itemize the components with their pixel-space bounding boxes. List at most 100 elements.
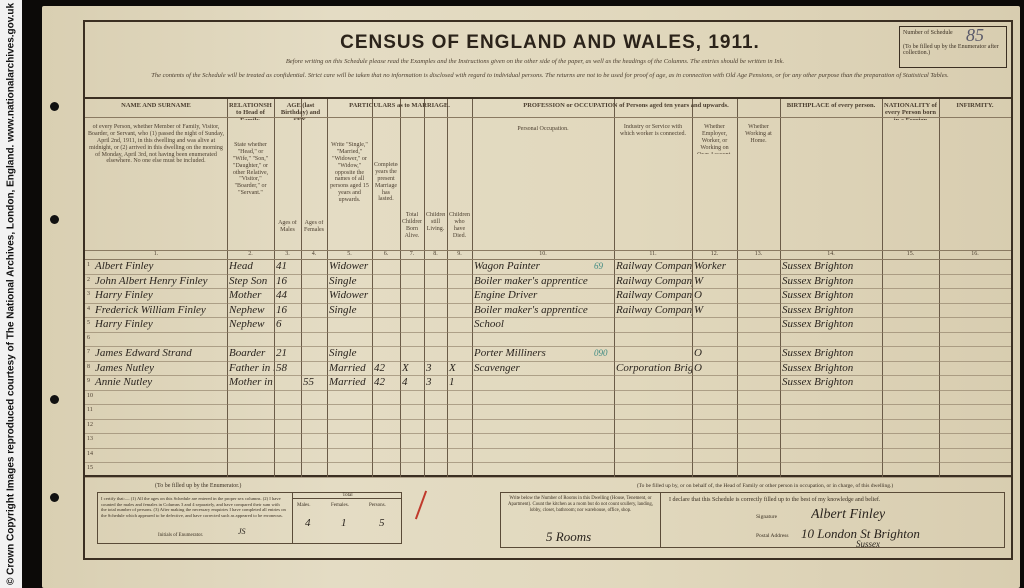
row-number: 11 — [87, 407, 93, 413]
column-number: 10. — [539, 251, 547, 257]
row-rule — [85, 250, 1011, 251]
punch-hole — [50, 215, 59, 224]
column-number: 1. — [153, 251, 159, 257]
cell-status: Widower — [329, 289, 369, 301]
cell-name: James Nutley — [95, 361, 154, 374]
row-number: 1 — [87, 262, 90, 268]
cell-occ: Porter Milliners — [474, 347, 546, 359]
cell-died: 1 — [449, 376, 455, 388]
enumerator-heading: (To be filled up by the Enumerator.) — [155, 483, 242, 489]
cell-status: Single — [329, 347, 357, 359]
row-rule — [85, 462, 1011, 463]
postal-address: 10 London St Brighton — [801, 526, 920, 541]
column-header-employer: Whether Employer, Worker, or Working on … — [697, 124, 732, 154]
cell-name: Harry Finley — [95, 289, 153, 301]
row-rule — [85, 346, 1011, 347]
total-label: Total — [293, 493, 402, 499]
cell-m: 6 — [276, 318, 282, 330]
cell-birth: Sussex Brighton — [782, 260, 854, 272]
initials-label: Initials of Enumerator. — [158, 533, 204, 538]
column-header-name: NAME AND SURNAME — [121, 102, 191, 109]
cell-name: Harry Finley — [95, 318, 153, 330]
cell-emp: Worker — [694, 260, 726, 272]
cell-name: Albert Finley — [95, 260, 154, 272]
column-header-age-females: Ages of Females — [304, 220, 324, 233]
postal-address-county: Sussex — [856, 539, 880, 549]
cell-m: 16 — [276, 303, 287, 316]
signature: Albert Finley — [811, 507, 886, 522]
red-check-mark — [414, 490, 428, 520]
column-number: 3. — [285, 251, 290, 257]
page-title: CENSUS OF ENGLAND AND WALES, 1911. — [340, 32, 760, 53]
cell-yrs: 42 — [374, 376, 385, 388]
cell-rel: Step Son — [229, 274, 268, 287]
column-header-age: AGE (last Birthday) and SEX. — [280, 102, 321, 120]
females-label: Females. — [331, 503, 349, 508]
column-header-industry: Industry or Service with which worker is… — [620, 124, 686, 137]
cell-birth: Sussex Brighton — [782, 318, 854, 330]
column-number: 11. — [649, 251, 657, 257]
total-persons: 5 — [379, 517, 385, 529]
row-number: 2 — [87, 276, 90, 283]
row-rule — [85, 331, 1011, 333]
occupation-code: 69 — [594, 261, 603, 271]
cell-occ: School — [474, 318, 504, 330]
column-header-died: Children who have Died. — [449, 212, 470, 239]
row-number: 6 — [87, 334, 90, 341]
cell-emp: O — [694, 347, 702, 359]
signature-label: Signature — [756, 514, 778, 520]
cell-status: Widower — [329, 260, 369, 272]
column-header-occupation: PROFESSION or OCCUPATION of Persons aged… — [523, 102, 729, 109]
schedule-note: (To be filled up by the Enumerator after… — [903, 44, 999, 56]
column-number: 7. — [409, 251, 415, 257]
cell-occ: Wagon Painter — [474, 260, 540, 272]
column-number: 6. — [383, 251, 389, 257]
row-rule — [85, 404, 1011, 405]
column-header-age-males: Ages of Males — [278, 220, 297, 233]
row-number: 5 — [87, 320, 90, 326]
cell-ind: Railway Company — [616, 274, 692, 287]
row-rule — [85, 433, 1011, 434]
cell-ind: Corporation Brighton — [616, 361, 692, 374]
column-number: 14. — [827, 251, 835, 257]
cell-emp: O — [694, 361, 702, 374]
column-header-home: Whether Working at Home. — [745, 124, 772, 144]
column-header-living: Children still Living. — [426, 212, 445, 232]
row-rule — [85, 302, 1011, 304]
address-label: Postal Address — [756, 533, 789, 539]
row-rule — [85, 447, 1011, 449]
column-number: 4. — [311, 251, 317, 257]
row-rule — [85, 389, 1011, 391]
column-number: 15. — [906, 251, 915, 257]
cell-died: X — [449, 361, 456, 374]
column-header-name-note: of every Person, whether Member of Famil… — [87, 124, 224, 165]
column-number: 9. — [457, 251, 462, 257]
cell-m: 21 — [276, 347, 287, 359]
occupation-code: 090 — [594, 348, 608, 358]
cell-rel: Father in law — [229, 361, 274, 374]
cell-living: 3 — [426, 376, 432, 388]
row-number: 9 — [87, 378, 90, 384]
cell-emp: W — [694, 303, 704, 316]
cell-ind: Railway Company — [616, 303, 692, 316]
column-header-relationship: RELATIONSHIP to Head of Family. — [229, 102, 272, 120]
cell-rel: Mother — [229, 289, 262, 301]
cell-rel: Mother in law — [229, 376, 274, 388]
cell-m: 16 — [276, 274, 287, 287]
enumerator-certificate: I certify that:— (1) All the ages on thi… — [101, 496, 286, 518]
column-number: 13. — [754, 251, 763, 257]
cell-status: Single — [329, 303, 357, 316]
cell-birth: Sussex Brighton — [782, 361, 854, 374]
row-rule — [85, 273, 1011, 275]
cell-name: James Edward Strand — [95, 347, 192, 359]
cell-occ: Engine Driver — [474, 289, 538, 301]
cell-birth: Sussex Brighton — [782, 347, 854, 359]
column-header-infirmity: INFIRMITY. — [956, 102, 994, 109]
total-females: 1 — [341, 517, 347, 529]
column-number: 16. — [971, 251, 979, 257]
row-rule — [85, 360, 1011, 362]
column-header-marriage-status: Write "Single," "Married," "Widower," or… — [330, 142, 369, 204]
column-header-marriage-years: Completed years the present Marriage has… — [374, 162, 398, 203]
totals-box: Total Males. Females. Persons. 4 1 5 — [292, 493, 402, 543]
row-number: 3 — [87, 291, 90, 297]
